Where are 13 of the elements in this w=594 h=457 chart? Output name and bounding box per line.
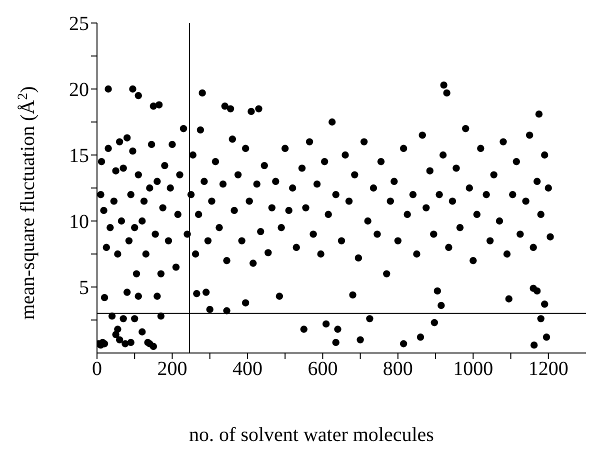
y-tick-label: 10 bbox=[69, 211, 89, 234]
x-tick-label: 0 bbox=[92, 358, 102, 380]
x-tick-label: 1000 bbox=[453, 358, 494, 380]
x-tick-label: 200 bbox=[157, 358, 188, 380]
x-tick-label: 800 bbox=[382, 358, 413, 380]
x-tick-label: 1200 bbox=[528, 358, 568, 380]
y-tick-label: 25 bbox=[69, 13, 89, 36]
y-tick-label: 5 bbox=[79, 277, 89, 300]
y-tick-label: 15 bbox=[69, 145, 89, 168]
x-tick-label: 400 bbox=[232, 358, 262, 380]
x-axis-title: no. of solvent water molecules bbox=[189, 424, 434, 446]
y-tick-label: 20 bbox=[69, 79, 89, 102]
x-tick-label: 600 bbox=[308, 358, 338, 380]
